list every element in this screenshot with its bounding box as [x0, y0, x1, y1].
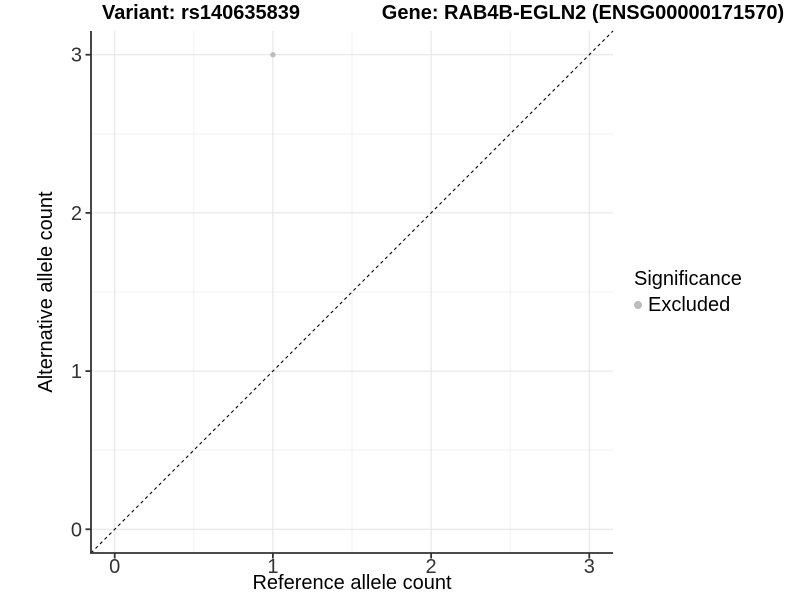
y-tick-label: 1 [71, 361, 82, 383]
x-axis-title: Reference allele count [252, 572, 452, 594]
identity-line [90, 30, 614, 554]
legend-entry-excluded: Excluded [634, 293, 742, 317]
excluded-marker-icon [634, 301, 642, 309]
legend-title: Significance [634, 268, 742, 290]
y-tick-label: 3 [71, 45, 82, 67]
x-tick-label: 3 [584, 556, 595, 578]
x-tick-label: 1 [267, 556, 278, 578]
x-tick-label: 0 [109, 556, 120, 578]
variant-title: Variant: rs140635839 [102, 2, 300, 24]
x-tick-label: 2 [426, 556, 437, 578]
data-point [270, 52, 276, 58]
y-axis-title: Alternative allele count [35, 191, 57, 393]
legend: Significance Excluded [634, 268, 742, 317]
y-tick-label: 2 [71, 203, 82, 225]
gene-title: Gene: RAB4B-EGLN2 (ENSG00000171570) [381, 2, 785, 24]
legend-entry-label: Excluded [648, 293, 731, 316]
y-tick-label: 0 [71, 519, 82, 541]
